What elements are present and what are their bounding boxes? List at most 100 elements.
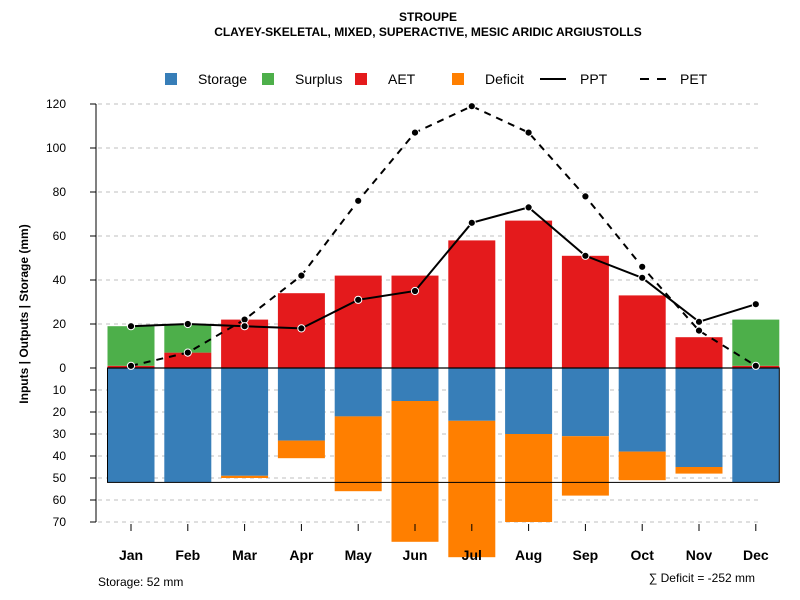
y-tick-label: 80	[53, 185, 67, 199]
storage-bar	[391, 368, 439, 401]
deficit-bar	[391, 401, 439, 542]
legend-label: PET	[680, 71, 708, 87]
deficit-bar	[561, 436, 609, 496]
y-axis-label: Inputs | Outputs | Storage (mm)	[17, 224, 31, 403]
ppt-point	[240, 322, 249, 331]
aet-bar	[675, 337, 723, 368]
x-tick-label: Apr	[289, 547, 314, 563]
storage-bar	[221, 368, 269, 476]
x-tick-label: Feb	[175, 547, 200, 563]
y-tick-label: 60	[53, 229, 67, 243]
storage-bar	[277, 368, 325, 441]
pet-point	[410, 128, 420, 137]
y-tick-label: 20	[53, 405, 67, 419]
aet-bar	[618, 295, 666, 368]
surplus-bar	[732, 319, 780, 366]
deficit-bar	[675, 467, 723, 474]
surplus-bar	[164, 324, 212, 353]
deficit-bar	[618, 451, 666, 481]
legend-label: Deficit	[485, 71, 524, 87]
y-tick-label: 50	[53, 471, 67, 485]
pet-point	[354, 196, 363, 205]
surplus-bar	[107, 326, 155, 366]
legend-label: Surplus	[295, 71, 342, 87]
x-tick-label: Oct	[631, 547, 655, 563]
chart-title: STROUPE	[399, 10, 457, 24]
aet-bar	[505, 220, 553, 368]
ppt-point	[524, 203, 533, 212]
storage-bar	[164, 368, 212, 483]
legend-label: PPT	[580, 71, 608, 87]
ppt-point	[297, 324, 306, 333]
y-tick-label: 0	[59, 361, 66, 375]
axes: 0 20 40 60 80 100 120 10 20 30 40 50 60 70 Jan Feb Mar Ap…	[46, 97, 769, 563]
y-tick-label: 30	[53, 427, 67, 441]
pet-point	[694, 326, 704, 335]
storage-bar	[732, 368, 780, 483]
ppt-point	[183, 319, 192, 329]
aet-bar	[561, 255, 609, 368]
legend-swatch	[165, 73, 177, 85]
storage-bar	[618, 368, 666, 452]
storage-bar	[334, 368, 382, 417]
x-tick-label: Sep	[573, 547, 599, 563]
legend: Storage Surplus AET Deficit PPT PET	[165, 71, 708, 87]
storage-frame	[107, 367, 780, 483]
x-tick-label: Mar	[232, 547, 257, 563]
pet-point	[126, 361, 136, 370]
ppt-point	[410, 286, 420, 296]
y-tick-label: 40	[53, 273, 67, 287]
y-tick-label: 100	[46, 141, 66, 155]
storage-bar	[505, 368, 553, 434]
legend-swatch	[262, 73, 274, 85]
storage-note: Storage: 52 mm	[98, 575, 183, 589]
ppt-point	[581, 251, 590, 260]
legend-label: AET	[388, 71, 416, 87]
x-tick-label: Jan	[119, 547, 143, 563]
ppt-point	[126, 322, 136, 331]
aet-bar	[334, 275, 382, 368]
ppt-line	[130, 206, 757, 330]
x-tick-label: Nov	[686, 547, 713, 563]
storage-bar	[107, 368, 155, 483]
legend-label: Storage	[198, 71, 247, 87]
y-tick-label: 70	[53, 515, 67, 529]
ppt-point	[354, 295, 363, 304]
aet-bar	[448, 240, 496, 368]
pet-point	[751, 361, 760, 370]
pet-point	[524, 128, 533, 137]
x-tick-label: May	[345, 547, 372, 563]
x-tick-label: Aug	[515, 547, 542, 563]
pet-point	[183, 348, 192, 357]
deficit-bar	[277, 440, 325, 459]
y-tick-label: 10	[53, 383, 67, 397]
y-tick-label: 40	[53, 449, 67, 463]
y-tick-label: 60	[53, 493, 67, 507]
legend-swatch	[355, 73, 367, 85]
storage-bar	[561, 368, 609, 437]
y-tick-label: 120	[46, 97, 66, 111]
ppt-point	[694, 317, 704, 326]
deficit-note: ∑ Deficit = -252 mm	[649, 571, 755, 585]
bars	[107, 220, 780, 558]
aet-bar	[164, 352, 212, 368]
storage-bar	[448, 368, 496, 421]
legend-swatch	[452, 73, 464, 85]
x-tick-label: Dec	[743, 547, 769, 563]
deficit-bar	[448, 420, 496, 558]
pet-point	[297, 271, 306, 280]
pet-point	[467, 102, 476, 111]
pet-line	[130, 105, 757, 367]
pet-point	[581, 192, 590, 201]
x-tick-label: Jul	[462, 547, 482, 563]
x-tick-label: Jun	[403, 547, 428, 563]
ppt-point	[638, 273, 647, 282]
ppt-point	[467, 218, 476, 227]
deficit-bar	[221, 475, 269, 478]
storage-bar	[675, 368, 723, 467]
lines	[126, 102, 760, 370]
deficit-bar	[334, 416, 382, 492]
chart-subtitle: CLAYEY-SKELETAL, MIXED, SUPERACTIVE, MES…	[214, 25, 642, 39]
y-tick-label: 20	[53, 317, 67, 331]
